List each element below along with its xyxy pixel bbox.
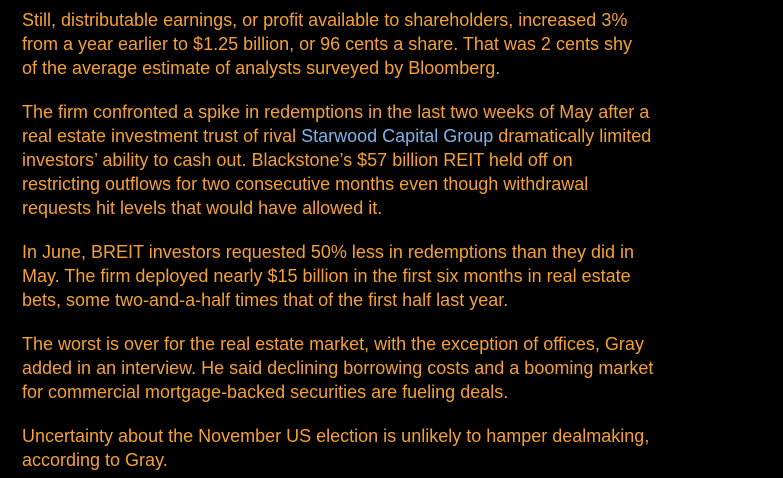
text-line: from a year earlier to $1.25 billion, or… [22,34,632,54]
link[interactable]: Starwood Capital Group [301,126,494,146]
paragraph: Uncertainty about the November US electi… [22,424,783,472]
text-line: Still, distributable earnings, or profit… [22,10,628,30]
paragraph: In June, BREIT investors requested 50% l… [22,240,783,312]
text-segment: dramatically limited [493,126,652,146]
text-line: requests hit levels that would have allo… [22,198,383,218]
text-line: of the average estimate of analysts surv… [22,58,501,78]
text-line: In June, BREIT investors requested 50% l… [22,242,635,262]
paragraph: Still, distributable earnings, or profit… [22,8,783,80]
paragraph: The worst is over for the real estate ma… [22,332,783,404]
text-line: The worst is over for the real estate ma… [22,334,644,354]
text-line: bets, some two-and-a-half times that of … [22,290,509,310]
text-line: for commercial mortgage-backed securitie… [22,382,509,402]
text-line: restricting outflows for two consecutive… [22,174,589,194]
text-line: according to Gray. [22,450,168,470]
text-line: investors’ ability to cash out. Blacksto… [22,150,573,170]
text-segment: real estate investment trust of rival [22,126,302,146]
text-line: real estate investment trust of rival St… [22,124,783,148]
paragraph: The firm confronted a spike in redemptio… [22,100,783,220]
text-line: added in an interview. He said declining… [22,358,654,378]
text-line: May. The firm deployed nearly $15 billio… [22,266,631,286]
text-line: Uncertainty about the November US electi… [22,426,650,446]
text-line: The firm confronted a spike in redemptio… [22,102,650,122]
